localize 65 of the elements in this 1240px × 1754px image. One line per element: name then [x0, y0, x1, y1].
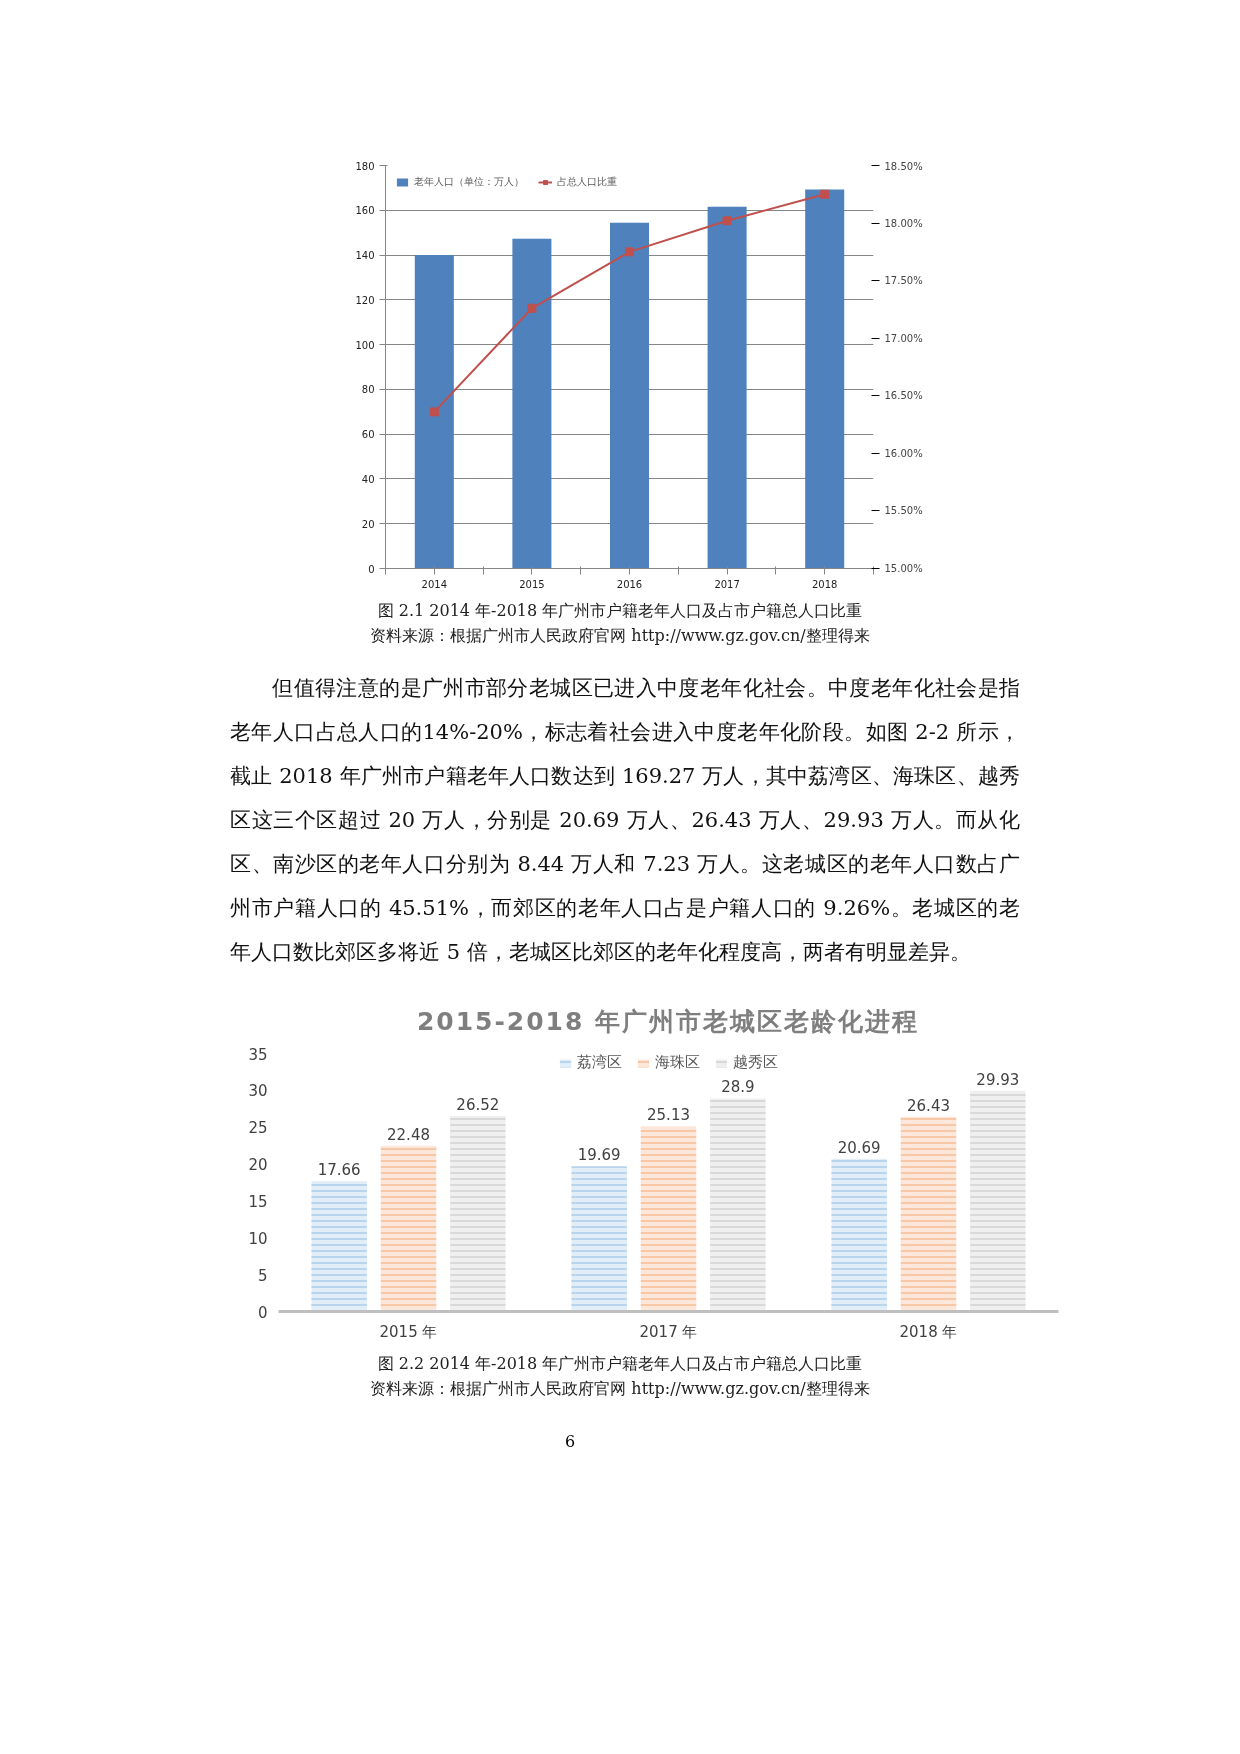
x-tick-label: 2018 年 [899, 1322, 958, 1341]
y-tick-label: 0 [368, 563, 375, 575]
y-tick-label: 25 [248, 1119, 268, 1138]
x-tick-label: 2017 年 [639, 1322, 698, 1341]
y-tick-label: 15 [248, 1193, 268, 1212]
data-label: 26.43 [907, 1097, 950, 1116]
y2-tick-label: 17.50% [884, 275, 923, 287]
legend-label: 占总人口比重 [557, 175, 617, 189]
y-tick-label: 30 [248, 1082, 268, 1101]
y2-tick-label: 15.50% [884, 505, 923, 517]
bar [805, 189, 845, 569]
chart-title: 2015-2018 年广州市老城区老龄化进程 [416, 1005, 920, 1038]
data-label: 28.9 [721, 1078, 755, 1097]
legend-label: 老年人口（单位：万人） [414, 175, 524, 189]
legend-label: 越秀区 [733, 1053, 778, 1073]
legend-label: 荔湾区 [577, 1053, 622, 1073]
y2-tick-label: 18.00% [884, 217, 923, 229]
data-label: 19.69 [577, 1146, 621, 1165]
point [527, 303, 537, 313]
data-label: 26.52 [456, 1096, 500, 1115]
y-tick-label: 180 [355, 160, 375, 172]
data-label: 22.48 [387, 1126, 430, 1145]
text: 但值得注意的是广州市部分老城区已进入中度老年化社会。中度老年化社会是指老年人口占总人口的14%-20%，标志着社会进入中度老年化阶段。如图 2-2 所示，截止 2018 年广州市户籍老年人口数达到 169.27 万人，其中荔湾区、海珠区、越秀区这三个区超过 20 万人，分别是 20.69 万人、26.43 万人、29.93 万人。而从化区、南沙区的老年人口分别为 8.44 万人和 7.23 万人。这老城区的老年人口数占广州市户籍人口的 45.51%，而郊区的老年人口占是户籍人口的 9.26%。老城区的老年人口数比郊区多将近 5 倍，老城区比郊区的老年化程度高，两者有明显差异。 [230, 674, 1020, 966]
x-tick-label: 2015 [519, 578, 545, 590]
y-tick-label: 5 [257, 1267, 268, 1286]
bar [414, 255, 454, 569]
x-tick-label: 2017 [714, 578, 740, 590]
y-tick-label: 60 [361, 429, 375, 441]
y-tick-label: 35 [248, 1045, 268, 1064]
x-tick-label: 2016 [616, 578, 643, 590]
point [429, 407, 439, 417]
data-label: 20.69 [837, 1139, 881, 1158]
y-tick-label: 120 [355, 294, 375, 306]
caption: 图 2.1 2014 年-2018 年广州市户籍老年人口及占市户籍总人口比重 [377, 600, 863, 622]
y2-tick-label: 16.50% [884, 390, 923, 402]
y2-tick-label: 15.00% [884, 563, 923, 574]
y-tick-label: 20 [361, 518, 375, 530]
bar [609, 222, 650, 569]
y-tick-label: 20 [248, 1156, 268, 1175]
text: 资料来源：根据广州市人民政府官网 http://www.gz.gov.cn/整理得来 [370, 1378, 870, 1401]
bar [512, 238, 552, 569]
text: 资料来源：根据广州市人民政府官网 http://www.gz.gov.cn/整理得来 [370, 624, 870, 647]
point [722, 216, 732, 226]
point [820, 189, 830, 199]
data-label: 29.93 [976, 1071, 1020, 1090]
bar [707, 206, 747, 569]
y-tick-label: 140 [355, 250, 375, 262]
y-tick-label: 100 [355, 339, 375, 351]
y2-tick-label: 18.50% [884, 160, 923, 172]
y2-tick-label: 16.00% [884, 447, 923, 459]
y-tick-label: 10 [248, 1230, 268, 1249]
y2-tick-label: 17.00% [884, 332, 923, 344]
y-tick-label: 80 [361, 384, 375, 396]
y-tick-label: 160 [355, 205, 375, 217]
data-label: 17.66 [317, 1161, 361, 1180]
legend-label: 海珠区 [655, 1053, 700, 1073]
caption: 图 2.2 2014 年-2018 年广州市户籍老年人口及占市户籍总人口比重 [377, 1353, 863, 1376]
y-tick-label: 0 [257, 1303, 268, 1322]
y-tick-label: 40 [361, 473, 375, 485]
point [625, 247, 634, 257]
data-label: 25.13 [647, 1106, 690, 1125]
x-tick-label: 2015 年 [379, 1322, 438, 1341]
x-tick-label: 2018 [811, 578, 838, 590]
x-tick-label: 2014 [421, 578, 448, 590]
text: 6 [564, 1431, 576, 1454]
